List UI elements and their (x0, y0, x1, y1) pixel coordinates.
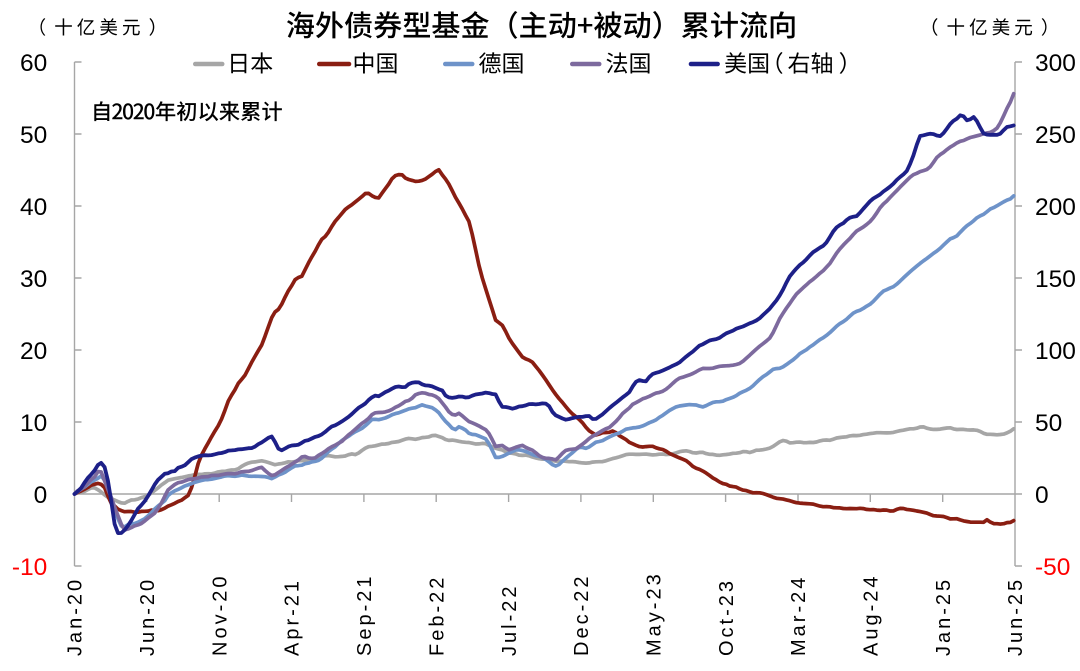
svg-text:30: 30 (20, 266, 47, 293)
svg-text:50: 50 (1035, 410, 1062, 437)
svg-text:-50: -50 (1035, 554, 1070, 581)
svg-text:Jan-25: Jan-25 (933, 577, 955, 656)
svg-text:Dec-22: Dec-22 (571, 574, 593, 656)
svg-text:50: 50 (20, 122, 47, 149)
svg-text:Mar-24: Mar-24 (788, 575, 810, 656)
svg-text:0: 0 (34, 482, 48, 509)
svg-text:10: 10 (20, 410, 47, 437)
svg-text:40: 40 (20, 194, 47, 221)
svg-text:Apr-21: Apr-21 (282, 578, 304, 656)
svg-text:-10: -10 (12, 554, 47, 581)
svg-text:100: 100 (1035, 338, 1076, 365)
svg-text:Feb-22: Feb-22 (426, 575, 448, 656)
svg-text:60: 60 (20, 50, 47, 77)
svg-text:300: 300 (1035, 50, 1076, 77)
svg-text:Oct-23: Oct-23 (716, 578, 738, 656)
svg-text:0: 0 (1035, 482, 1049, 509)
svg-text:Jul-22: Jul-22 (499, 584, 521, 656)
svg-text:20: 20 (20, 338, 47, 365)
svg-text:Sep-21: Sep-21 (354, 574, 376, 657)
svg-text:250: 250 (1035, 122, 1076, 149)
svg-text:150: 150 (1035, 266, 1076, 293)
svg-text:200: 200 (1035, 194, 1076, 221)
svg-text:Jun-25: Jun-25 (1005, 577, 1027, 656)
svg-text:Nov-20: Nov-20 (209, 574, 231, 656)
svg-text:Jan-20: Jan-20 (65, 577, 87, 656)
svg-text:May-23: May-23 (644, 571, 666, 656)
svg-text:Aug-24: Aug-24 (861, 574, 883, 657)
svg-text:Jun-20: Jun-20 (137, 577, 159, 656)
